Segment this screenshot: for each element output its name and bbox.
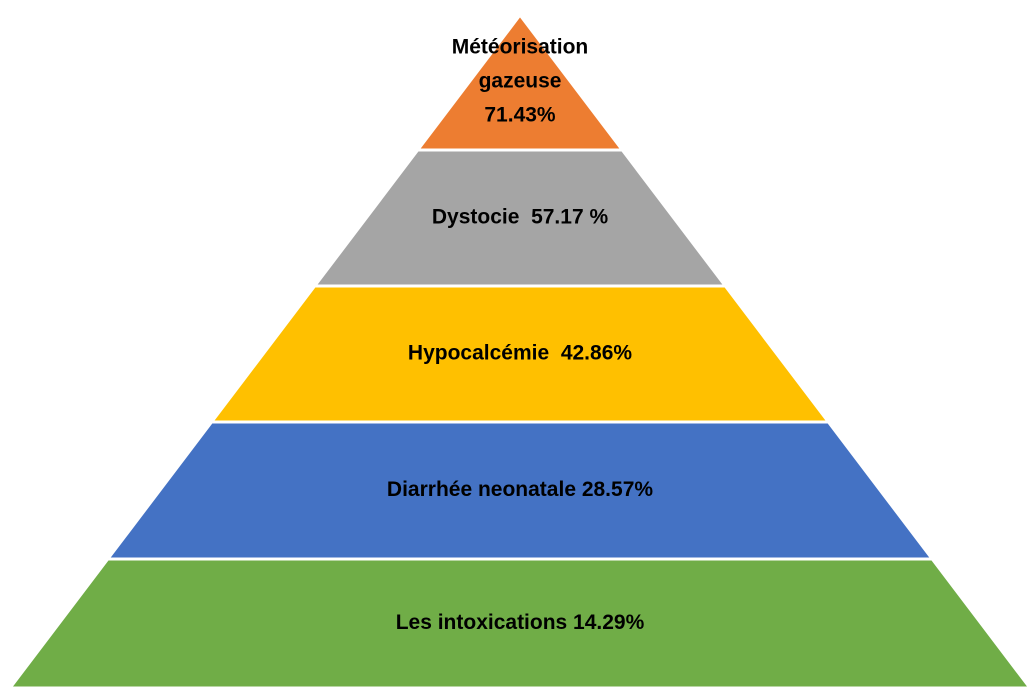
- layer-label: Dystocie 57.17 %: [432, 206, 609, 229]
- pyramid-layer: [7, 557, 1027, 689]
- layer-label: Diarrhée neonatale 28.57%: [387, 478, 653, 501]
- layer-label: Les intoxications 14.29%: [396, 611, 645, 634]
- layer-label: 71.43%: [484, 104, 556, 127]
- layer-label: Météorisation: [452, 36, 589, 59]
- layer-label: Hypocalcémie 42.86%: [408, 342, 632, 365]
- layer-label: gazeuse: [479, 70, 562, 93]
